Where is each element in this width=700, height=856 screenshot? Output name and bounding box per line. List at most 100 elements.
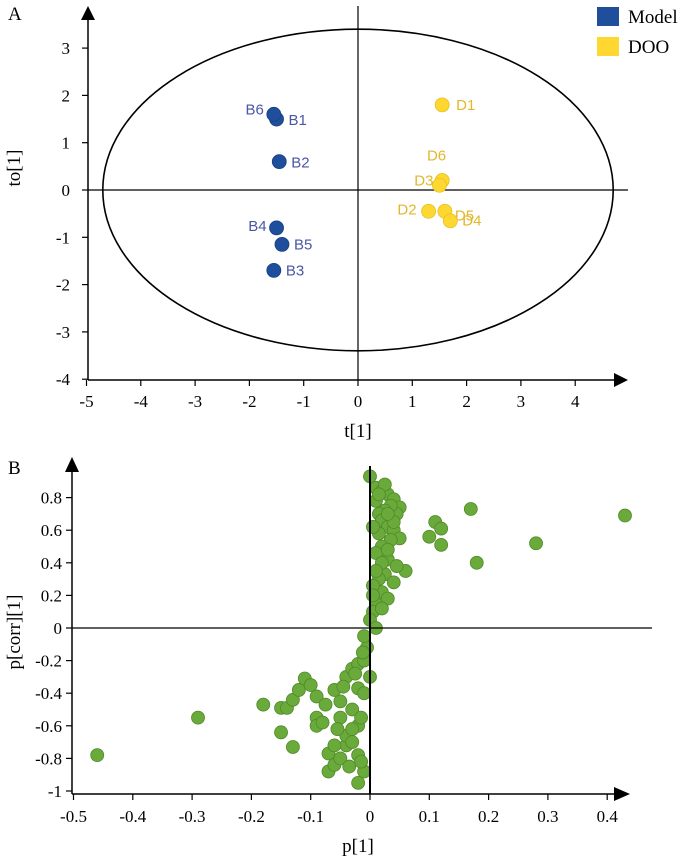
panel-b-x-arrow — [614, 787, 630, 801]
loading-point — [286, 740, 300, 754]
loading-point — [342, 759, 357, 774]
panel-b-xtick-label: -0.4 — [119, 807, 146, 826]
panel-b-points — [90, 469, 632, 790]
point-label-b4: B4 — [248, 218, 266, 235]
panel-a-points: B1 B6 B2 B4 B5 B3 D1 D6 D3 D5 D2 D4 — [245, 97, 481, 280]
loading-point — [386, 575, 401, 590]
loading-point — [380, 507, 395, 521]
loading-point — [274, 725, 288, 740]
loading-point — [351, 775, 366, 790]
panel-a-xtick-label: -1 — [297, 392, 311, 411]
legend-swatch-doo — [597, 37, 619, 56]
panel-a-xlabel: t[1] — [344, 421, 371, 442]
loading-point — [333, 694, 348, 709]
point-label-b2: B2 — [291, 155, 309, 172]
loading-point — [348, 666, 363, 681]
point-label-d4: D4 — [462, 213, 481, 230]
point-b3 — [266, 263, 282, 278]
point-label-d3: D3 — [414, 172, 433, 189]
loading-point — [354, 754, 369, 769]
panel-a-ytick-label: -4 — [56, 370, 71, 389]
loading-point — [469, 555, 484, 570]
panel-b-xtick-label: 0.3 — [537, 807, 558, 826]
panel-a-xtick-label: 2 — [462, 392, 471, 411]
loading-point — [333, 710, 348, 725]
panel-b-xtick-label: -0.2 — [238, 807, 265, 826]
loading-point — [434, 521, 449, 536]
loading-point — [434, 537, 449, 552]
loading-point — [345, 735, 360, 749]
loading-point — [369, 564, 383, 578]
panel-a-y-arrow — [81, 6, 95, 20]
panel-b-xtick-label: 0.2 — [478, 807, 499, 826]
loading-point — [336, 679, 351, 694]
panel-b-xtick-label: 0.4 — [597, 807, 619, 826]
loading-point — [529, 536, 543, 551]
panel-b-label: B — [8, 458, 21, 479]
panel-a-ytick-label: 2 — [62, 86, 71, 105]
point-label-b1: B1 — [289, 112, 307, 129]
panel-a-ytick-label: -3 — [56, 323, 70, 342]
loading-point — [371, 487, 386, 502]
panel-a-xtick-label: 3 — [517, 392, 526, 411]
point-d4 — [442, 213, 458, 229]
loading-point — [345, 722, 360, 736]
panel-b-xtick-label: 0 — [366, 807, 375, 826]
loading-point — [355, 645, 370, 660]
panel-a-xtick-label: -5 — [79, 392, 93, 411]
panel-b-ytick-label: -1 — [48, 782, 62, 801]
panel-b-xtick-label: -0.5 — [60, 807, 87, 826]
point-d1 — [434, 97, 450, 113]
loading-point — [380, 542, 395, 557]
panel-b-ytick-label: 0.2 — [41, 586, 62, 605]
panel-b-ytick-label: -0.2 — [35, 652, 62, 671]
panel-a-ytick-label: 3 — [62, 39, 71, 58]
loading-point — [90, 748, 105, 763]
point-label-d5: D5 — [455, 207, 474, 224]
panel-a-ticks: -5 -4 -3 -2 -1 0 1 2 3 4 -4 -3 -2 -1 0 1 2 3 — [56, 39, 580, 411]
point-label-b6: B6 — [245, 101, 263, 118]
point-label-d1: D1 — [456, 97, 475, 114]
panel-b-ytick-label: 0.4 — [41, 554, 63, 573]
loading-point — [318, 697, 333, 712]
legend: Model DOO — [597, 7, 678, 58]
point-label-d2: D2 — [397, 201, 416, 218]
panel-a-ytick-label: 0 — [62, 181, 71, 200]
loading-point — [354, 710, 369, 725]
loading-point — [330, 722, 345, 736]
point-b4 — [269, 220, 284, 236]
panel-b-ylabel: p[corr][1] — [4, 595, 25, 670]
loading-point — [256, 697, 271, 712]
panel-a-xtick-label: -3 — [188, 392, 202, 411]
loading-point — [618, 508, 632, 523]
legend-label-doo: DOO — [628, 37, 669, 58]
point-label-b5: B5 — [294, 236, 312, 253]
point-label-d6: D6 — [427, 148, 446, 165]
panel-b-ticks: -0.5 -0.4 -0.3 -0.2 -0.1 0 0.1 0.2 0.3 0.4 -1 -0.8 -… — [35, 489, 618, 826]
panel-b-ytick-label: -0.6 — [35, 717, 62, 736]
loading-point — [357, 686, 371, 701]
panel-a-ytick-label: -1 — [56, 228, 70, 247]
loading-point — [374, 601, 389, 616]
loading-point — [291, 683, 306, 697]
loading-point — [309, 689, 324, 704]
panel-b-xlabel: p[1] — [342, 836, 374, 856]
panel-b-y-arrow — [65, 457, 79, 472]
legend-label-model: Model — [628, 7, 678, 28]
panel-a-xtick-label: 1 — [408, 392, 417, 411]
panel-b-ytick-label: 0 — [54, 619, 63, 638]
loading-point — [345, 702, 360, 717]
loading-point — [366, 520, 380, 534]
legend-swatch-model — [597, 7, 619, 26]
panel-a-xtick-label: -2 — [242, 392, 256, 411]
panel-b-ytick-label: 0.6 — [41, 521, 62, 540]
panel-a-axes — [81, 6, 628, 387]
panel-a-xtick-label: -4 — [134, 392, 149, 411]
loading-point — [315, 715, 330, 730]
loading-point — [327, 738, 342, 753]
panel-a-score-plot: A Model DOO -5 -4 -3 -2 -1 0 1 2 3 4-4-3-2-10123 … — [4, 4, 678, 442]
panel-a-xtick-label: 0 — [354, 392, 363, 411]
panel-b-xtick-label: 0.1 — [419, 807, 440, 826]
loading-point — [463, 502, 478, 516]
panel-b-axes — [65, 457, 652, 801]
